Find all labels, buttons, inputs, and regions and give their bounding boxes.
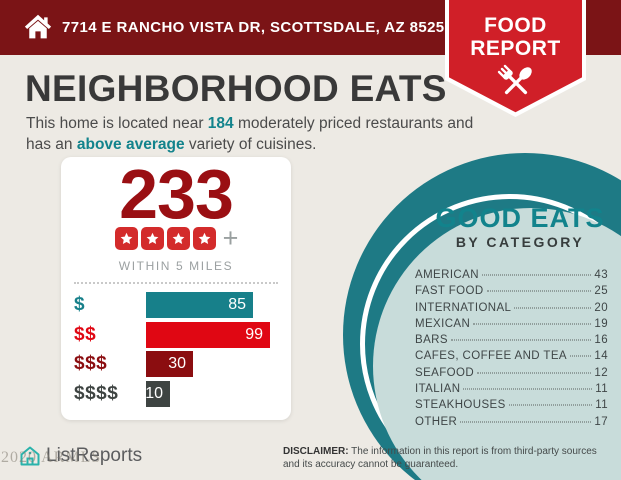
dot-leader [486,290,592,292]
dot-leader [463,388,593,390]
category-row: BARS 16 [415,334,608,350]
chart-bar-value: 99 [245,325,263,343]
dot-leader [569,355,592,357]
category-row: CAFES, COFFEE AND TEA 14 [415,350,608,366]
restaurant-count: 233 [119,155,234,233]
category-label: AMERICAN [415,269,479,281]
price-level-label: $$ [74,323,97,345]
mls-watermark: 2020 ARMLS [1,449,102,466]
price-level-label: $$$$ [74,382,119,404]
star-rating: + [61,223,291,253]
dot-leader [477,372,592,374]
category-row: OTHER 17 [415,416,608,432]
dot-leader [514,307,592,309]
category-label: INTERNATIONAL [415,301,512,314]
listreports-logo: ListReports [18,444,142,468]
category-label: MEXICAN [415,317,471,330]
chart-bar-value: 30 [168,355,186,372]
chart-row: $$$$ 10 [74,380,280,407]
category-list: AMERICAN 43 FAST FOOD 25 INTERNATIONAL 20 MEXI… [415,269,608,432]
category-value: 17 [594,415,608,428]
category-label: CAFES, COFFEE AND TEA [415,350,567,363]
price-level-label: $ [74,294,86,315]
category-label: BARS [415,334,448,347]
category-row: STEAKHOUSES 11 [415,399,608,415]
chart-bar-value: 10 [145,384,163,402]
dot-leader [460,421,592,423]
price-level-bar-chart: $85 $$ 99 $$$ 30 $$$$ 10 [74,292,280,410]
chart-bar: 30 [146,351,193,377]
good-eats-subtitle: BY CATEGORY [455,234,585,250]
good-eats-title: GOOD EATS [435,203,605,233]
category-row: INTERNATIONAL 20 [415,302,608,318]
page-subtitle: This home is located near 184 moderately… [26,115,474,153]
chart-bar-value: 85 [228,296,246,313]
star-icon [193,227,217,250]
dot-leader [481,274,592,276]
dotted-divider [74,282,278,284]
chart-row: $$$ 30 [74,351,280,377]
category-value: 11 [595,383,608,396]
food-report-ribbon: FOOD REPORT [445,0,586,118]
dot-leader [508,404,593,406]
category-value: 12 [594,366,608,379]
star-icon [115,227,139,250]
house-icon [24,13,52,46]
property-address: 7714 E RANCHO VISTA DR, SCOTTSDALE, AZ 8… [62,19,454,36]
price-level-label: $$$ [74,353,108,374]
category-label: SEAFOOD [415,366,475,379]
category-value: 20 [594,301,608,314]
chart-bar: 99 [146,321,270,348]
dot-leader [473,323,592,325]
category-label: STEAKHOUSES [415,399,506,412]
category-row: ITALIAN 11 [415,383,608,399]
radius-caption: WITHIN 5 MILES [118,259,234,273]
decorative-circle-ring [360,194,621,480]
chart-bar: 85 [146,292,253,318]
category-label: OTHER [415,415,458,428]
plus-sign: + [222,223,239,253]
category-value: 11 [595,399,608,412]
star-icon [167,227,191,250]
ribbon-title: FOOD REPORT [470,14,561,60]
fork-and-spoon-icon [490,64,542,111]
brand-name: ListReports [46,445,143,466]
category-value: 16 [594,334,608,347]
page-title: NEIGHBORHOOD EATS [25,68,447,109]
chart-row: $$ 99 [74,321,280,348]
restaurant-count-highlight: 184 [207,115,234,132]
category-value: 14 [594,350,608,363]
category-label: FAST FOOD [415,285,484,298]
chart-bar: 10 [145,380,170,407]
dot-leader [450,339,592,341]
category-value: 19 [594,317,608,330]
category-row: SEAFOOD 12 [415,367,608,383]
category-label: ITALIAN [415,383,461,396]
category-row: AMERICAN 43 [415,269,608,285]
disclaimer: DISCLAIMER: The information in this repo… [283,446,597,470]
category-value: 25 [594,285,608,298]
category-row: MEXICAN 19 [415,318,608,334]
chart-row: $85 [74,292,280,318]
restaurant-summary-card: 233 + WITHIN 5 MILES $85 $$ 99 $$$ 30 $$$$ 10 [61,157,291,420]
variety-highlight: above average [76,136,185,153]
logo-house-icon [20,446,40,466]
category-value: 43 [594,269,608,281]
category-row: FAST FOOD 25 [415,285,608,301]
star-icon [141,227,165,250]
